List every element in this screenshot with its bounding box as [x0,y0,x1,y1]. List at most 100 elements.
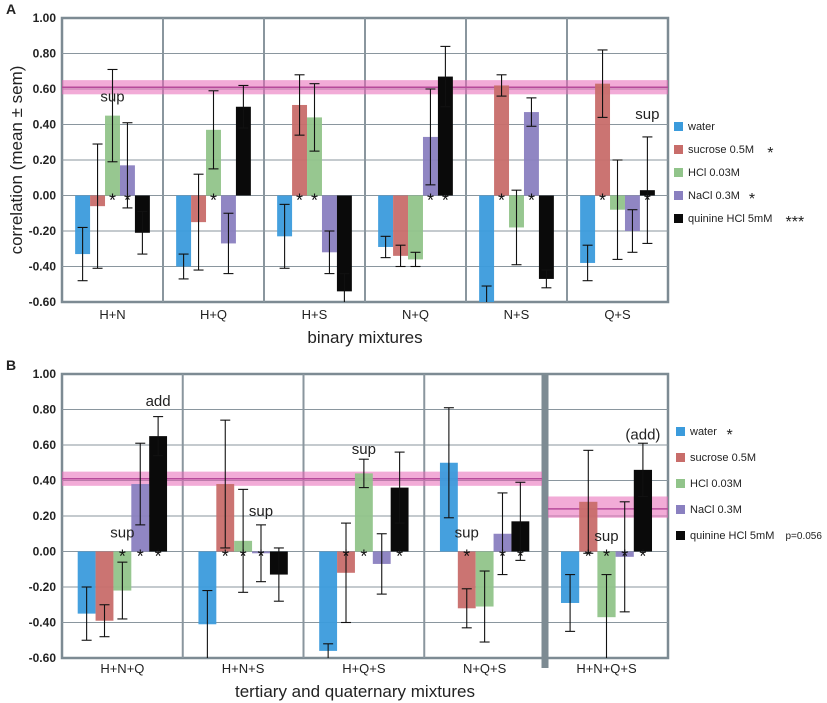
legend-label-quinine: quinine HCl 5mM [688,213,772,225]
significance-star: * [621,547,628,567]
y-tick-label: 1.00 [33,367,57,381]
legend-label-hcl: HCl 0.03M [690,478,742,490]
bar-quinine [538,195,554,279]
bar-hcl [408,195,423,260]
y-tick-label: 0.40 [33,474,57,488]
y-tick-label: 0.00 [33,545,57,559]
x-axis-title: tertiary and quaternary mixtures [235,682,475,701]
significance-star: * [119,547,126,567]
x-category-label: N+Q+S [463,661,507,676]
legend-swatch-quinine [674,214,683,223]
bar-quinine [633,469,653,552]
bar-water [378,195,394,247]
chart-panel-a: 1.00 0.80 0.60 0.40 0.20 0.00 -0.20 -0.40 -0.60 *… [6,1,804,347]
significance-star: * [311,191,318,211]
bar-hcl [307,117,322,196]
significance-star: * [603,547,610,567]
bar-sucrose [494,85,510,196]
y-tick-label: -0.40 [29,260,57,274]
significance-star: * [109,191,116,211]
bar-water [198,551,217,625]
legend-label-water: water [687,121,715,133]
significance-star: * [137,547,144,567]
annotation-label: sup [455,524,479,541]
legend: water sucrose 0.5M * HCl 0.03M NaCl 0.3M * qui… [674,121,804,231]
annotation-label: sup [594,528,618,545]
legend-swatch-sucrose [674,145,683,154]
bar-water [479,195,495,302]
x-category-label: H+N+Q [100,661,144,676]
bar-water [176,195,192,267]
y-tick-label: -0.40 [29,616,57,630]
significance-star: * [427,191,434,211]
y-tick-label: 0.20 [33,153,57,167]
chart-panel-b: 1.00 0.80 0.60 0.40 0.20 0.00 -0.20 -0.40 -0.60 *… [6,357,822,701]
legend-label-nacl: NaCl 0.3M [690,504,742,516]
legend-label-water: water [689,426,717,438]
significance-star: * [124,191,131,211]
significance-star: * [210,191,217,211]
significance-star: * [222,547,229,567]
annotation-label: add [146,393,171,410]
bar-sucrose [595,83,611,196]
y-tick-label: 0.60 [33,82,57,96]
significance-star: * [463,547,470,567]
legend-swatch-water [676,427,685,436]
significance-star: * [396,547,403,567]
significance-star: * [639,547,646,567]
y-tick-label: -0.20 [29,224,57,238]
legend-swatch-quinine [676,531,685,540]
bar-sucrose [457,551,476,609]
y-tick-label: 0.80 [33,403,57,417]
y-tick-label: -0.20 [29,580,57,594]
x-category-label: N+S [504,307,530,322]
panel-label: B [6,357,16,373]
x-category-label: H+S [302,307,328,322]
x-category-label: H+N [99,307,125,322]
annotation-label: sup [352,441,376,458]
bar-water [319,551,338,651]
significance-star: * [599,191,606,211]
bar-water [77,551,96,614]
annotation-label: sup [100,88,124,105]
x-category-label: H+N+S [222,661,265,676]
legend-significance-quinine: *** [786,214,805,231]
significance-star: * [155,547,162,567]
bar-sucrose [95,551,114,621]
legend: water * sucrose 0.5M HCl 0.03M NaCl 0.3M quin… [676,426,822,542]
bar-quinine [336,195,352,292]
panel-label: A [6,1,16,17]
y-axis-title: correlation (mean ± sem) [7,66,26,255]
y-tick-label: 1.00 [33,11,57,25]
significance-star: * [240,547,247,567]
legend-significance-nacl: * [749,191,755,208]
legend-significance-sucrose: * [767,145,773,162]
legend-swatch-nacl [676,505,685,514]
significance-star: * [517,547,524,567]
legend-label-quinine: quinine HCl 5mM [690,530,774,542]
legend-label-sucrose: sucrose 0.5M [688,144,754,156]
legend-label-sucrose: sucrose 0.5M [690,452,756,464]
x-category-label: H+N+Q+S [576,661,637,676]
annotation-label: sup [110,524,134,541]
y-tick-label: 0.00 [33,189,57,203]
x-axis-title: binary mixtures [307,328,422,347]
legend-label-nacl: NaCl 0.3M [688,190,740,202]
significance-star: * [360,547,367,567]
legend-swatch-sucrose [676,453,685,462]
legend-significance-water: * [727,427,733,444]
bar-hcl [354,473,373,552]
x-category-label: H+Q [200,307,227,322]
significance-star: * [528,191,535,211]
x-category-label: H+Q+S [342,661,386,676]
bar-sucrose [393,195,409,256]
y-tick-label: 0.60 [33,438,57,452]
y-tick-label: 0.80 [33,47,57,61]
y-tick-label: -0.60 [29,651,57,665]
legend-swatch-nacl [674,191,683,200]
significance-star: * [499,547,506,567]
bar-quinine [149,436,168,552]
bar-water [580,195,596,263]
x-category-label: N+Q [402,307,429,322]
